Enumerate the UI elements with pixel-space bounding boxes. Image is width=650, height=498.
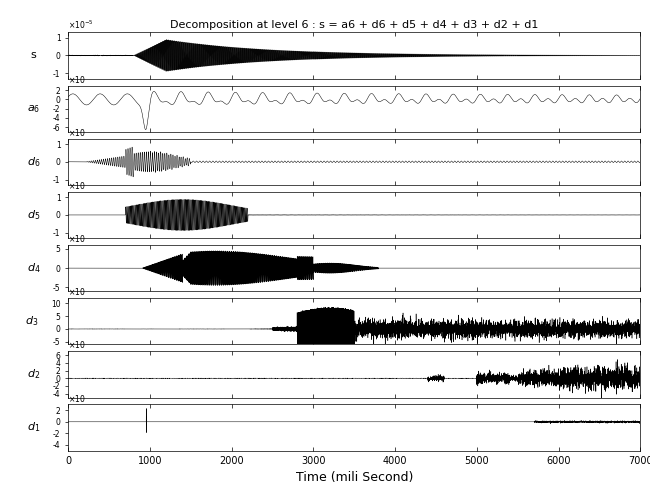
Text: $\times 10$: $\times 10$	[68, 127, 86, 138]
Y-axis label: $d_6$: $d_6$	[27, 155, 40, 169]
Y-axis label: s: s	[31, 50, 36, 60]
Y-axis label: $d_4$: $d_4$	[27, 261, 40, 275]
Text: $\times 10$: $\times 10$	[68, 233, 86, 244]
Text: $\times 10$: $\times 10$	[68, 74, 86, 85]
Text: $\times 10$: $\times 10$	[68, 392, 86, 403]
Text: $\times 10$: $\times 10$	[68, 339, 86, 351]
Y-axis label: $d_5$: $d_5$	[27, 208, 40, 222]
Text: $\times 10^{-5}$: $\times 10^{-5}$	[68, 19, 94, 31]
Title: Decomposition at level 6 : s = a6 + d6 + d5 + d4 + d3 + d2 + d1: Decomposition at level 6 : s = a6 + d6 +…	[170, 20, 538, 30]
Text: $\times 10$: $\times 10$	[68, 286, 86, 297]
Y-axis label: $d_3$: $d_3$	[25, 314, 38, 328]
Y-axis label: $d_2$: $d_2$	[27, 368, 40, 381]
X-axis label: Time (mili Second): Time (mili Second)	[296, 471, 413, 484]
Y-axis label: $d_1$: $d_1$	[27, 421, 40, 434]
Text: $\times 10$: $\times 10$	[68, 180, 86, 191]
Y-axis label: $a_6$: $a_6$	[27, 103, 40, 115]
